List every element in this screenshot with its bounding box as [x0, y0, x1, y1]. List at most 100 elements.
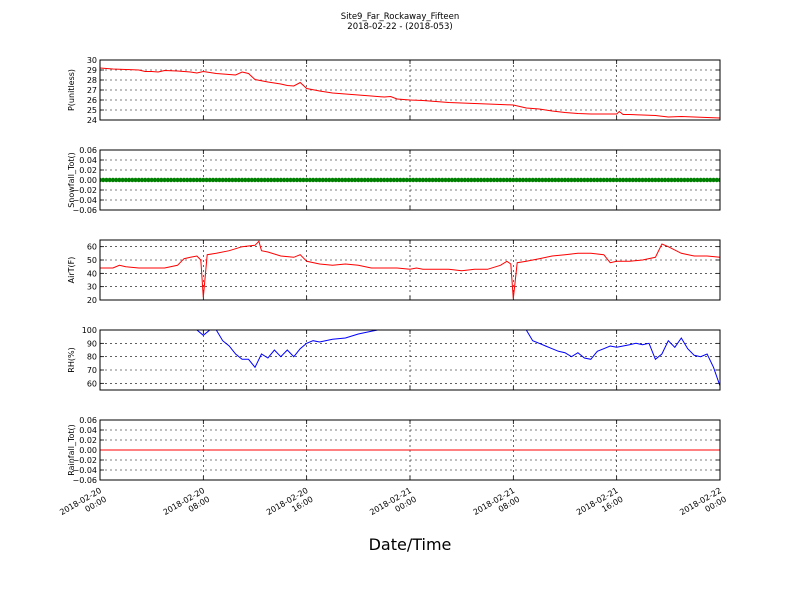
data-point: [546, 177, 552, 183]
data-point: [578, 177, 584, 183]
data-point: [175, 177, 180, 183]
data-point: [620, 177, 626, 183]
data-point: [333, 177, 338, 183]
y-tick-label: 0.02: [79, 166, 97, 175]
data-point: [675, 177, 681, 183]
data-point: [588, 177, 594, 183]
data-point: [430, 177, 435, 183]
data-point: [278, 177, 284, 183]
y-axis-label: Snowfall_Tot(): [67, 152, 76, 208]
series-group: [100, 240, 720, 299]
y-tick-label: 26: [87, 96, 97, 105]
data-point: [649, 177, 655, 183]
data-point: [226, 177, 232, 183]
y-tick-label: 0.04: [79, 156, 97, 165]
data-point: [197, 177, 203, 183]
data-point: [411, 177, 416, 183]
y-tick-label: 70: [87, 366, 97, 375]
data-point: [423, 177, 429, 183]
data-point: [478, 177, 484, 183]
data-point: [184, 177, 190, 183]
data-point: [336, 177, 342, 183]
data-point: [113, 177, 119, 183]
data-point: [407, 177, 413, 183]
data-point: [427, 177, 432, 183]
figure-title-line1: Site9_Far_Rockaway_Fifteen: [341, 12, 460, 22]
data-point: [685, 177, 690, 183]
data-point: [172, 177, 177, 183]
data-point: [117, 177, 122, 183]
data-point: [294, 177, 300, 183]
data-point: [265, 177, 271, 183]
data-point: [691, 177, 697, 183]
series-line: [196, 330, 720, 387]
data-point: [472, 177, 477, 183]
subplot-2: −0.06−0.04−0.020.000.020.040.06Snowfall_…: [67, 146, 721, 215]
y-tick-label: 0.04: [79, 426, 97, 435]
data-point: [339, 177, 345, 183]
data-point: [459, 177, 464, 183]
data-point: [549, 177, 555, 183]
data-point: [482, 177, 487, 183]
data-point: [327, 177, 332, 183]
data-point: [595, 177, 600, 183]
data-point: [214, 177, 219, 183]
data-point: [643, 177, 648, 183]
data-point: [714, 177, 719, 183]
data-point: [349, 177, 355, 183]
data-point: [688, 177, 694, 183]
data-point: [504, 177, 510, 183]
data-point: [443, 177, 448, 183]
y-tick-label: 40: [87, 269, 97, 278]
data-point: [139, 177, 145, 183]
data-point: [375, 177, 380, 183]
data-point: [317, 177, 322, 183]
data-point: [627, 177, 632, 183]
y-tick-label: 30: [87, 56, 97, 65]
plot-frame: [99, 239, 721, 301]
data-point: [640, 177, 645, 183]
data-point: [372, 177, 377, 183]
data-point: [617, 177, 623, 183]
y-tick-label: −0.06: [72, 206, 97, 215]
data-point: [653, 177, 658, 183]
data-point: [168, 177, 174, 183]
data-point: [417, 177, 422, 183]
data-point: [708, 177, 713, 183]
data-point: [385, 177, 390, 183]
data-point: [507, 177, 513, 183]
data-point: [553, 177, 558, 183]
data-point: [281, 177, 287, 183]
data-point: [210, 177, 216, 183]
data-point: [310, 177, 316, 183]
data-point: [585, 177, 590, 183]
y-tick-label: 29: [87, 66, 97, 75]
data-point: [704, 177, 710, 183]
data-point: [275, 177, 280, 183]
data-point: [659, 177, 665, 183]
y-tick-label: 0.02: [79, 436, 97, 445]
data-point: [630, 177, 636, 183]
data-point: [433, 177, 439, 183]
data-point: [391, 177, 397, 183]
data-point: [611, 177, 616, 183]
data-point: [146, 177, 151, 183]
data-point: [359, 177, 364, 183]
data-point: [230, 177, 235, 183]
data-point: [420, 177, 426, 183]
data-point: [155, 177, 161, 183]
data-point: [194, 177, 200, 183]
series-group: [100, 177, 720, 183]
y-tick-label: 30: [87, 283, 97, 292]
data-point: [682, 177, 687, 183]
data-point: [217, 177, 222, 183]
y-tick-label: 0.00: [79, 446, 97, 455]
data-point: [320, 177, 326, 183]
data-point: [575, 177, 581, 183]
subplot-3: 20 30 40 50 60 AirT(F): [67, 239, 721, 305]
data-point: [637, 177, 642, 183]
y-tick-label: 50: [87, 256, 97, 265]
data-point: [191, 177, 196, 183]
